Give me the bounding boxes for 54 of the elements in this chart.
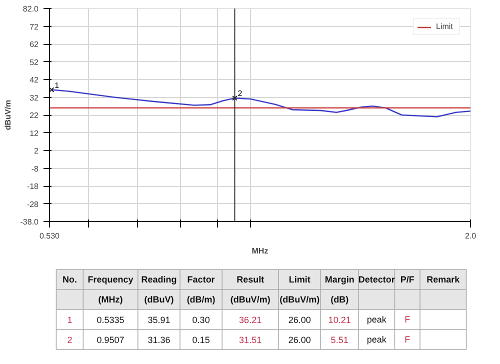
text: (dB): [330, 294, 349, 304]
text: Frequency: [88, 274, 134, 284]
text: F: [404, 314, 411, 324]
y-tick-label: -38.0: [20, 218, 40, 226]
text: 0.9507: [96, 335, 124, 345]
y-tick-label: 82.0: [22, 4, 40, 14]
text: 31.51: [239, 335, 262, 345]
text: 10.21: [328, 315, 351, 325]
text: Remark: [426, 274, 461, 284]
text: 0.5335: [96, 315, 124, 325]
text: 31.36: [148, 335, 170, 345]
x-axis-title: MHz: [252, 246, 268, 256]
text: 26.00: [288, 335, 311, 345]
text: (dBuV): [144, 294, 174, 304]
y-tick-label: 72: [30, 22, 40, 32]
x-tick-label: 2.0: [464, 232, 477, 240]
text: 1: [67, 315, 72, 325]
text: Result: [236, 274, 264, 284]
x-tick-label: 0.530: [39, 232, 60, 240]
y-tick-label: 52: [30, 58, 40, 67]
text: Margin: [324, 274, 354, 284]
annotation: 2: [238, 89, 243, 98]
y-tick-label: 12: [30, 128, 40, 138]
text: peak: [366, 334, 387, 344]
text: peak: [366, 314, 387, 324]
text: (dBuV/m): [230, 294, 270, 304]
text: 0.30: [192, 315, 210, 325]
text: Limit: [288, 274, 310, 284]
text: No.: [62, 274, 77, 284]
text: Factor: [187, 274, 216, 284]
y-tick-label: -18: [26, 182, 40, 191]
text: 2: [67, 335, 72, 345]
y-tick-label: 2: [34, 146, 40, 156]
text: 35.91: [148, 315, 170, 325]
text: P/F: [400, 274, 415, 284]
text: 5.51: [330, 335, 348, 345]
text: 0.15: [192, 335, 210, 345]
legend-label: Limit: [436, 22, 454, 31]
text: (MHz): [98, 294, 123, 304]
text: (dBuV/m): [280, 294, 320, 304]
text: 26.00: [288, 315, 311, 325]
text: F: [404, 334, 411, 344]
y-tick-label: -8: [31, 164, 40, 174]
y-tick-label: 22: [30, 111, 40, 120]
y-tick-label: -28: [26, 200, 40, 209]
y-axis-title: dBuV/m: [3, 100, 12, 130]
text: Detector: [358, 274, 396, 284]
y-tick-label: 32: [30, 93, 40, 102]
text: 36.21: [239, 315, 262, 325]
y-tick-label: 62: [30, 40, 40, 49]
text: (dB/m): [186, 294, 216, 304]
text: Reading: [141, 274, 177, 284]
annotation: 1: [54, 80, 60, 90]
y-tick-label: 42: [30, 76, 40, 84]
